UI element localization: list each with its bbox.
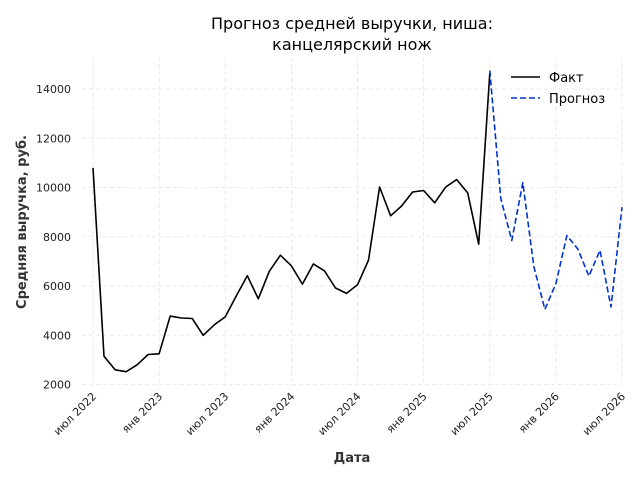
x-tick-label: янв 2025 [384,390,430,436]
chart-title-line-1: Прогноз средней выручки, ниша: [211,14,493,33]
x-tick-label: июл 2025 [448,390,496,438]
y-tick-label: 2000 [43,379,71,392]
x-axis: июл 2022 янв 2023 июл 2023 янв 2024 июл 2024… [51,390,628,438]
y-tick-label: 6000 [43,280,71,293]
x-axis-label: Дата [334,451,371,466]
y-tick-label: 10000 [36,182,71,195]
series-line-fact [92,72,491,373]
x-tick-label: янв 2024 [252,390,298,436]
y-axis-label: Средняя выручка, руб. [15,135,30,309]
x-tick-label: янв 2023 [119,390,165,436]
legend: Факт Прогноз [511,71,605,107]
x-tick-label: июл 2022 [51,390,99,438]
legend-label-forecast: Прогноз [549,92,605,107]
legend-label-fact: Факт [549,71,584,86]
chart-title-line-2: канцелярский нож [272,35,432,54]
x-tick-label: июл 2023 [183,390,231,438]
x-tick-label: июл 2024 [316,390,364,438]
x-tick-label: янв 2026 [516,390,562,436]
grid [82,57,623,387]
y-tick-label: 4000 [43,329,71,342]
x-tick-label: июл 2026 [580,390,628,438]
y-tick-label: 12000 [36,132,71,145]
y-tick-label: 8000 [43,231,71,244]
plot-area [92,70,623,373]
series-line-forecast [489,70,623,311]
y-axis: 2000 4000 6000 8000 10000 12000 14000 [36,83,71,392]
y-tick-label: 14000 [36,83,71,96]
